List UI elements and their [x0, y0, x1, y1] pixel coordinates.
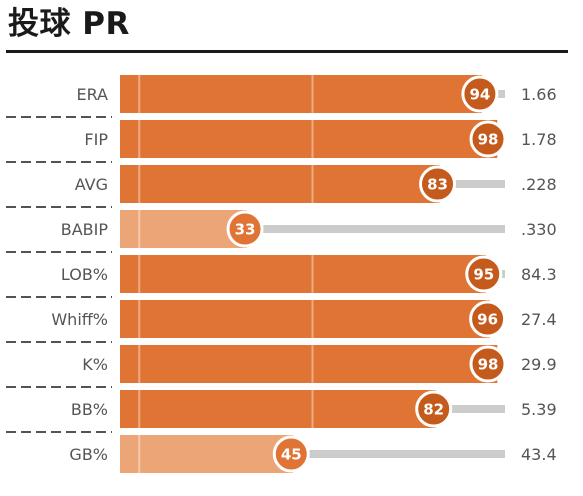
percentile-label: 96: [477, 311, 498, 329]
title-underline: [6, 50, 568, 53]
percentile-marker: [465, 255, 503, 293]
percentile-bar: [120, 300, 490, 338]
metric-label: ERA: [76, 85, 108, 104]
metric-label: Whiff%: [51, 310, 108, 329]
percentile-label: 94: [469, 86, 490, 104]
metric-label: LOB%: [61, 265, 108, 284]
percentile-label: 83: [427, 176, 448, 194]
percentile-label: 98: [478, 356, 499, 374]
metric-label: AVG: [75, 175, 108, 194]
percentile-bar: [120, 210, 248, 248]
percentile-bar: [120, 75, 482, 113]
metric-label: BB%: [71, 400, 108, 419]
stat-value: 5.39: [521, 400, 557, 419]
percentile-bar: [120, 255, 486, 293]
percentile-label: 98: [478, 131, 499, 149]
percentile-marker: [469, 300, 507, 338]
metric-label: GB%: [69, 445, 108, 464]
percentile-bar: [120, 390, 436, 428]
percentile-marker: [461, 75, 499, 113]
stat-value: .228: [521, 175, 557, 194]
percentile-bar: [120, 165, 440, 203]
percentile-marker: [272, 435, 310, 473]
percentile-label: 82: [423, 401, 444, 419]
percentile-bar: [120, 120, 498, 158]
metric-label: BABIP: [61, 220, 109, 239]
percentile-marker: [469, 120, 507, 158]
page-title: 投球 PR: [8, 6, 130, 42]
metric-label: FIP: [84, 130, 108, 149]
percentile-label: 95: [473, 266, 494, 284]
stat-value: 1.66: [521, 85, 557, 104]
percentile-bar: [120, 435, 294, 473]
metric-label: K%: [82, 355, 108, 374]
percentile-marker: [469, 345, 507, 383]
percentile-marker: [226, 210, 264, 248]
percentile-bar: [120, 345, 498, 383]
percentile-label: 33: [235, 221, 256, 239]
stat-value: .330: [521, 220, 557, 239]
stat-value: 43.4: [521, 445, 557, 464]
stat-value: 27.4: [521, 310, 557, 329]
percentile-marker: [415, 390, 453, 428]
stat-value: 1.78: [521, 130, 557, 149]
percentile-label: 45: [281, 446, 302, 464]
percentile-marker: [419, 165, 457, 203]
stat-value: 29.9: [521, 355, 557, 374]
stat-value: 84.3: [521, 265, 557, 284]
